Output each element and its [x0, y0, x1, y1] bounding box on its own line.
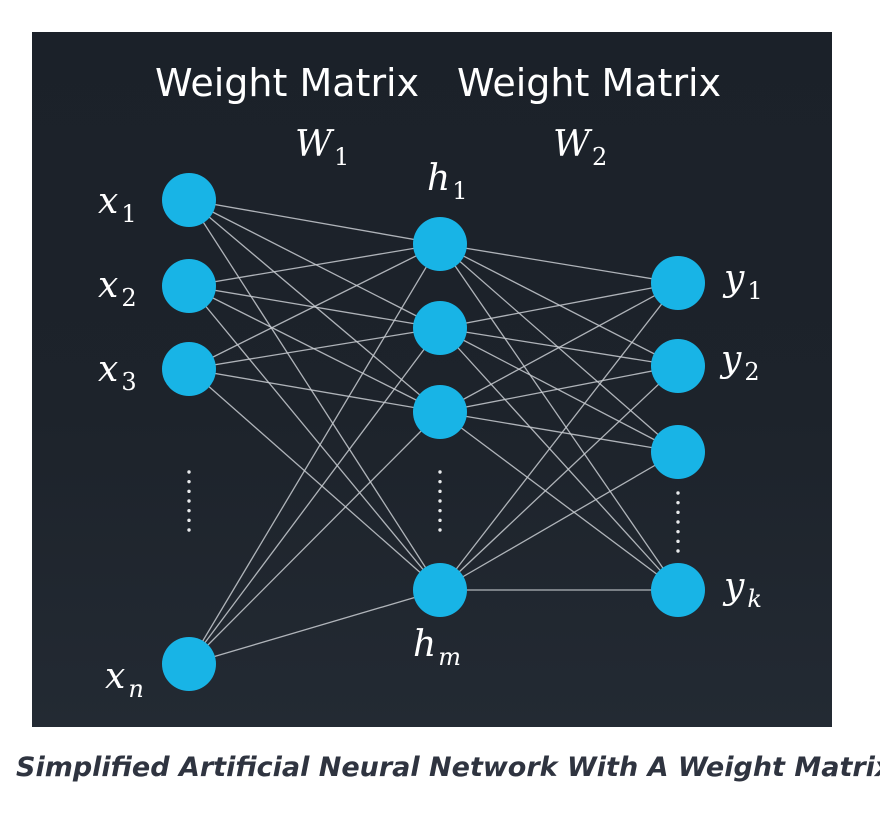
- ellipsis-dot: [676, 510, 680, 515]
- connection-line: [439, 282, 679, 413]
- connection-lines: [188, 199, 679, 665]
- w1-label: W1: [295, 124, 349, 171]
- hidden-label-h1: h1: [427, 158, 467, 205]
- connection-line: [439, 243, 679, 591]
- output-ellipsis: [676, 491, 680, 553]
- connection-line: [188, 243, 441, 287]
- ellipsis-dot: [187, 508, 191, 513]
- ellipsis-dot: [676, 549, 680, 553]
- ellipsis-dot: [187, 470, 191, 474]
- connection-line: [439, 411, 679, 453]
- ellipsis-dot: [438, 489, 442, 494]
- hidden-node-1: [413, 217, 467, 271]
- hidden-node-4: [413, 563, 467, 617]
- output-node-4: [651, 563, 705, 617]
- connection-line: [188, 411, 441, 665]
- ellipsis-dot: [438, 479, 442, 484]
- connection-line: [439, 327, 679, 591]
- connection-line: [439, 451, 679, 591]
- connection-line: [439, 243, 679, 284]
- output-node-2: [651, 339, 705, 393]
- hidden-node-3: [413, 385, 467, 439]
- ellipsis-dot: [676, 500, 680, 505]
- connection-line: [439, 282, 679, 591]
- input-node-3: [162, 342, 216, 396]
- w2-label: W2: [553, 124, 607, 171]
- right-weight-matrix-title: Weight Matrix: [457, 61, 721, 105]
- ellipsis-dots: [187, 470, 680, 553]
- connection-line: [188, 243, 441, 665]
- connection-line: [188, 199, 441, 245]
- ellipsis-dot: [187, 528, 191, 532]
- connection-line: [188, 243, 441, 370]
- connection-line: [188, 368, 441, 591]
- connection-line: [188, 327, 441, 370]
- output-node-1: [651, 256, 705, 310]
- ellipsis-dot: [676, 529, 680, 534]
- connection-line: [188, 589, 441, 665]
- connection-line: [188, 327, 441, 665]
- input-node-2: [162, 259, 216, 313]
- ellipsis-dot: [438, 470, 442, 474]
- network-nodes: [162, 173, 705, 691]
- ellipsis-dot: [438, 508, 442, 513]
- ellipsis-dot: [187, 489, 191, 494]
- ellipsis-dot: [187, 518, 191, 523]
- ellipsis-dot: [187, 479, 191, 484]
- hidden-label-hm: hm: [413, 624, 461, 671]
- connection-line: [439, 365, 679, 413]
- ellipsis-dot: [676, 539, 680, 544]
- input-node-4: [162, 637, 216, 691]
- input-node-1: [162, 173, 216, 227]
- input-ellipsis: [187, 470, 191, 532]
- hidden-node-2: [413, 301, 467, 355]
- connection-line: [439, 365, 679, 591]
- figure-caption: Simplified Artificial Neural Network Wit…: [16, 752, 880, 783]
- hidden-ellipsis: [438, 470, 442, 532]
- ellipsis-dot: [438, 499, 442, 503]
- connection-line: [188, 199, 441, 329]
- ellipsis-dot: [676, 491, 680, 495]
- ellipsis-dot: [438, 518, 442, 523]
- connection-line: [188, 199, 441, 591]
- connection-line: [188, 368, 441, 413]
- ellipsis-dot: [187, 499, 191, 503]
- output-node-3: [651, 425, 705, 479]
- connection-line: [439, 411, 679, 591]
- connection-line: [439, 282, 679, 329]
- left-weight-matrix-title: Weight Matrix: [155, 61, 419, 105]
- connection-line: [188, 285, 441, 591]
- ellipsis-dot: [438, 528, 442, 532]
- connection-line: [439, 327, 679, 453]
- ellipsis-dot: [676, 520, 680, 524]
